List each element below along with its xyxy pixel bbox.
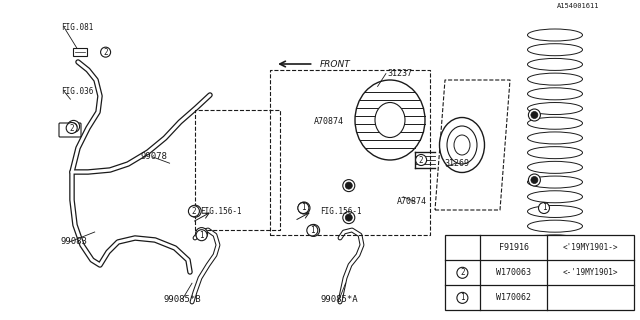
Circle shape [189, 205, 201, 217]
Text: 2: 2 [103, 48, 108, 57]
Circle shape [196, 228, 207, 240]
Circle shape [192, 208, 198, 215]
Circle shape [531, 111, 538, 118]
Ellipse shape [527, 73, 582, 85]
Text: F91916: F91916 [499, 243, 529, 252]
Circle shape [188, 206, 200, 217]
Text: 1: 1 [199, 231, 204, 240]
Ellipse shape [355, 80, 425, 160]
Circle shape [301, 204, 307, 212]
Ellipse shape [527, 264, 582, 276]
Ellipse shape [527, 191, 582, 203]
Circle shape [70, 123, 77, 130]
Circle shape [68, 120, 79, 132]
Ellipse shape [527, 29, 582, 41]
Text: 2: 2 [69, 124, 74, 132]
Circle shape [66, 123, 77, 133]
Text: 2: 2 [191, 207, 196, 216]
Circle shape [100, 47, 111, 57]
Text: 1: 1 [541, 204, 547, 212]
Ellipse shape [527, 220, 582, 232]
Text: FRONT: FRONT [320, 60, 351, 68]
Circle shape [298, 203, 309, 213]
Text: 1: 1 [460, 293, 465, 302]
Text: W170063: W170063 [496, 268, 531, 277]
Text: <'19MY1901->: <'19MY1901-> [563, 243, 618, 252]
Circle shape [198, 230, 205, 237]
Circle shape [529, 174, 540, 186]
Text: 99085*B: 99085*B [164, 295, 201, 304]
Ellipse shape [527, 205, 582, 218]
Circle shape [415, 155, 427, 165]
Ellipse shape [527, 250, 582, 261]
Circle shape [531, 242, 538, 249]
FancyBboxPatch shape [59, 123, 81, 137]
Ellipse shape [527, 147, 582, 159]
Text: 2: 2 [460, 268, 465, 277]
Circle shape [531, 177, 538, 183]
Ellipse shape [527, 132, 582, 144]
Ellipse shape [527, 279, 582, 291]
Bar [445, 235, 634, 310]
Ellipse shape [527, 44, 582, 56]
Text: 2: 2 [419, 156, 424, 164]
Text: 99078: 99078 [141, 152, 168, 161]
Text: 1: 1 [301, 204, 306, 212]
Text: FIG.156-1: FIG.156-1 [531, 252, 573, 260]
Text: A154001611: A154001611 [557, 4, 599, 9]
Circle shape [529, 239, 540, 251]
Circle shape [346, 214, 352, 221]
Text: FIG.081: FIG.081 [61, 23, 93, 32]
Text: 31237: 31237 [387, 69, 412, 78]
Ellipse shape [527, 235, 582, 247]
Circle shape [310, 227, 317, 234]
Text: 31269: 31269 [445, 159, 470, 168]
Ellipse shape [527, 102, 582, 115]
Text: A70874: A70874 [397, 197, 427, 206]
Circle shape [196, 230, 207, 241]
Ellipse shape [375, 102, 405, 138]
Circle shape [343, 212, 355, 224]
Circle shape [529, 109, 540, 121]
Text: 99083: 99083 [61, 237, 88, 246]
Bar [73, 48, 87, 56]
Ellipse shape [527, 176, 582, 188]
Ellipse shape [447, 126, 477, 164]
Ellipse shape [527, 161, 582, 173]
Text: FIG.156-1: FIG.156-1 [200, 207, 242, 216]
Circle shape [538, 203, 550, 213]
Text: W170062: W170062 [496, 293, 531, 302]
Circle shape [457, 267, 468, 278]
Circle shape [298, 202, 310, 214]
Circle shape [307, 225, 318, 236]
Circle shape [343, 180, 355, 192]
Circle shape [346, 182, 352, 189]
Text: FIG.036: FIG.036 [61, 87, 93, 96]
Ellipse shape [527, 59, 582, 70]
Ellipse shape [454, 135, 470, 155]
Circle shape [457, 292, 468, 303]
Text: FIG.156-1: FIG.156-1 [320, 207, 362, 216]
Text: <-'19MY1901>: <-'19MY1901> [563, 268, 618, 277]
Text: 99085*A: 99085*A [321, 295, 358, 304]
Text: A70874: A70874 [314, 117, 344, 126]
Ellipse shape [527, 117, 582, 129]
Circle shape [308, 224, 319, 236]
Ellipse shape [527, 88, 582, 100]
Text: 1: 1 [310, 226, 315, 235]
Ellipse shape [440, 117, 484, 172]
